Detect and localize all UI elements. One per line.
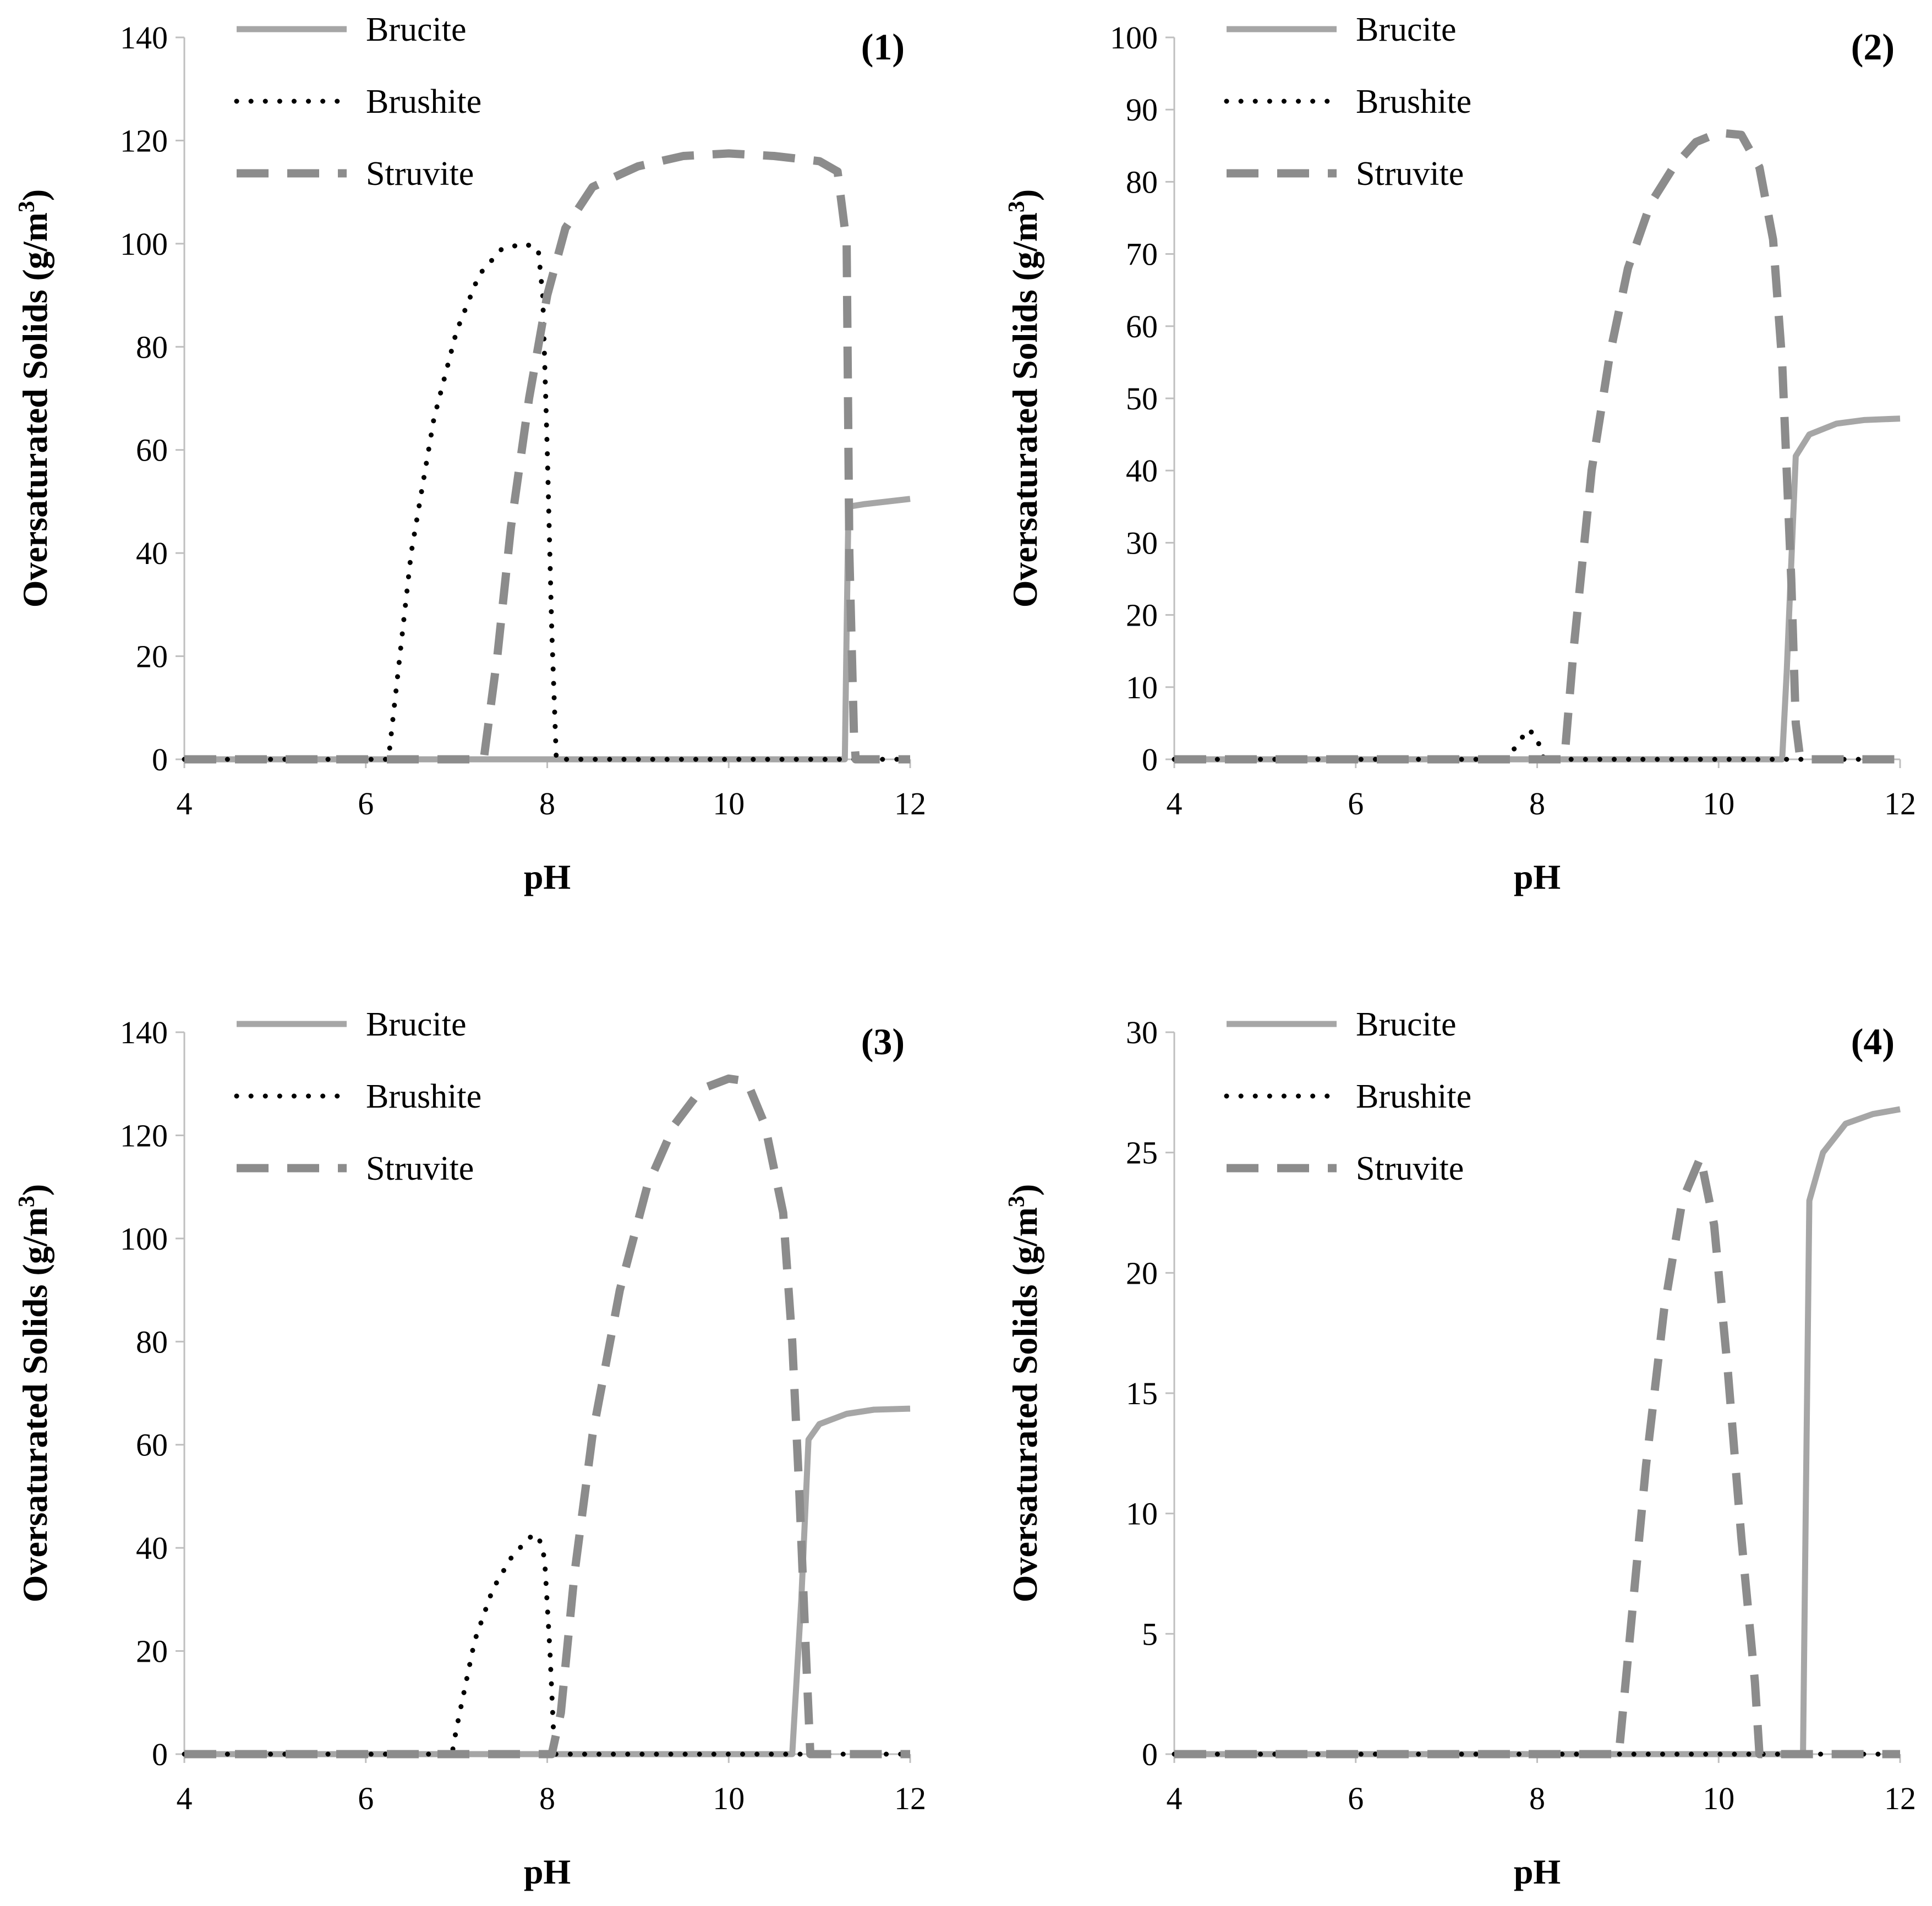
x-tick-label: 8 [539, 1781, 555, 1816]
series-line-brucite [184, 496, 911, 763]
x-tick-label: 12 [1884, 1781, 1916, 1816]
legend-label-brushite: Brushite [366, 1078, 481, 1115]
legend-label-brucite: Brucite [366, 1006, 467, 1043]
x-tick-label: 10 [713, 786, 745, 821]
series-line-brushite [1172, 726, 1903, 762]
y-tick-label: 0 [152, 1737, 168, 1772]
chart-panel-1: 0 20 40 60 80 100 120 140 4 6 8 10 12 pH Oversaturated… [14, 11, 926, 896]
x-tick-label: 6 [1348, 1781, 1364, 1816]
chart-panel-4: 0 5 10 15 20 25 30 4 6 8 10 12 pH Oversaturated Solid… [1004, 1006, 1916, 1891]
x-tick-label: 10 [713, 1781, 745, 1816]
panel-label: (3) [861, 1021, 905, 1062]
series-line-brucite [184, 1405, 911, 1757]
y-tick-label: 10 [1126, 1496, 1158, 1532]
legend-label-struvite: Struvite [1356, 1150, 1464, 1187]
legend-label-brucite: Brucite [1356, 11, 1457, 48]
chart-panel-3: 0 20 40 60 80 100 120 140 4 6 8 10 12 pH Oversaturated… [14, 1006, 926, 1891]
y-axis-title: Oversaturated Solids (g/m3) [1004, 189, 1044, 608]
x-tick-label: 4 [1167, 1781, 1183, 1816]
legend-label-struvite: Struvite [366, 1150, 474, 1187]
series-line-struvite [1174, 1153, 1900, 1759]
y-tick-label: 100 [120, 1221, 168, 1257]
x-tick-label: 6 [358, 1781, 374, 1816]
y-tick-label: 60 [136, 432, 168, 468]
legend-label-brushite: Brushite [1356, 1078, 1471, 1115]
series-line-brushite [182, 1532, 913, 1757]
legend-label-brucite: Brucite [1356, 1006, 1457, 1043]
x-tick-label: 8 [1529, 786, 1545, 821]
series-line-brucite [1174, 415, 1901, 763]
y-axis-title: Oversaturated Solids (g/m3) [14, 189, 54, 608]
y-tick-label: 140 [120, 20, 168, 56]
y-tick-label: 60 [1126, 309, 1158, 344]
y-tick-label: 100 [1110, 20, 1158, 56]
legend-label-brushite: Brushite [1356, 83, 1471, 121]
y-tick-label: 20 [136, 1634, 168, 1669]
y-tick-label: 5 [1142, 1616, 1158, 1652]
y-tick-label: 0 [152, 742, 168, 777]
x-tick-label: 10 [1703, 786, 1734, 821]
y-tick-label: 90 [1126, 92, 1158, 128]
y-axis-title: Oversaturated Solids (g/m3) [1004, 1184, 1044, 1603]
legend-label-brucite: Brucite [366, 11, 467, 48]
x-tick-label: 12 [894, 786, 926, 821]
x-axis-title: pH [1514, 857, 1561, 896]
y-tick-label: 0 [1142, 1737, 1158, 1772]
x-tick-label: 12 [1884, 786, 1916, 821]
series-line-struvite [184, 1074, 910, 1759]
y-tick-label: 40 [136, 535, 168, 571]
x-axis-title: pH [1514, 1852, 1561, 1891]
x-tick-label: 8 [1529, 1781, 1545, 1816]
y-tick-label: 0 [1142, 742, 1158, 777]
y-tick-label: 20 [136, 639, 168, 675]
x-tick-label: 4 [1167, 786, 1183, 821]
x-tick-label: 10 [1703, 1781, 1734, 1816]
panel-label: (2) [1851, 26, 1895, 68]
y-tick-label: 40 [1126, 453, 1158, 489]
series-line-brushite [182, 241, 913, 762]
y-tick-label: 30 [1126, 1015, 1158, 1050]
x-axis-title: pH [524, 1852, 571, 1891]
x-tick-label: 6 [358, 786, 374, 821]
y-tick-label: 80 [1126, 164, 1158, 200]
y-tick-label: 30 [1126, 525, 1158, 561]
y-tick-label: 140 [120, 1015, 168, 1050]
y-tick-label: 40 [136, 1530, 168, 1566]
y-tick-label: 15 [1126, 1376, 1158, 1411]
y-tick-label: 120 [120, 123, 168, 158]
y-tick-label: 25 [1126, 1135, 1158, 1171]
y-axis-title: Oversaturated Solids (g/m3) [14, 1184, 54, 1603]
panel-label: (1) [861, 26, 905, 68]
legend-label-struvite: Struvite [1356, 155, 1464, 193]
series-line-struvite [1174, 128, 1900, 764]
y-tick-label: 10 [1126, 670, 1158, 705]
y-tick-label: 80 [136, 1324, 168, 1360]
y-tick-label: 100 [120, 226, 168, 262]
x-tick-label: 8 [539, 786, 555, 821]
series-line-struvite [184, 149, 910, 764]
y-tick-label: 50 [1126, 381, 1158, 417]
x-tick-label: 4 [177, 786, 193, 821]
y-tick-label: 20 [1126, 1255, 1158, 1291]
panel-label: (4) [1851, 1021, 1895, 1062]
y-tick-label: 60 [136, 1427, 168, 1463]
x-tick-label: 6 [1348, 786, 1364, 821]
x-tick-label: 12 [894, 1781, 926, 1816]
y-tick-label: 20 [1126, 598, 1158, 633]
y-tick-label: 80 [136, 329, 168, 365]
x-axis-title: pH [524, 857, 571, 896]
y-tick-label: 70 [1126, 237, 1158, 272]
legend-label-struvite: Struvite [366, 155, 474, 193]
x-tick-label: 4 [177, 1781, 193, 1816]
legend-label-brushite: Brushite [366, 83, 481, 121]
chart-panel-2: 0 10 20 30 40 50 60 70 80 90 100 4 6 8 10 12 pH Oversatur… [1004, 11, 1916, 896]
series-line-brucite [1174, 1106, 1901, 1757]
y-tick-label: 120 [120, 1118, 168, 1153]
